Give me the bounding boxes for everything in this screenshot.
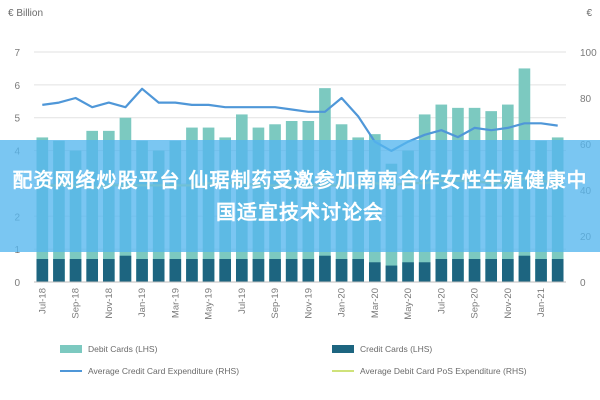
credit-card-bar xyxy=(119,255,132,282)
credit-card-bar xyxy=(235,259,248,282)
credit-card-bar xyxy=(53,259,65,282)
promo-overlay-banner: 配资网络炒股平台 仙琚制药受邀参加南南合作女性生殖健康中国适宜技术讨论会 xyxy=(0,140,600,252)
legend-item-debit-expenditure: Average Debit Card PoS Expenditure (RHS) xyxy=(332,366,527,376)
x-tick-label: Jan-20 xyxy=(337,288,348,317)
legend-label-debit-cards: Debit Cards (LHS) xyxy=(88,344,158,354)
credit-card-bar xyxy=(452,259,464,282)
x-tick-label: May-19 xyxy=(204,288,215,320)
credit-card-bar xyxy=(518,255,531,282)
credit-card-bar xyxy=(535,259,547,282)
legend-swatch-credit-cards xyxy=(332,345,354,353)
credit-card-bar xyxy=(285,259,298,282)
legend-label-credit-expenditure: Average Credit Card Expenditure (RHS) xyxy=(88,366,240,376)
right-axis-unit-label: € xyxy=(586,8,592,19)
x-tick-label: Jan-19 xyxy=(137,288,148,317)
x-tick-label: Mar-20 xyxy=(370,288,381,318)
legend-label-credit-cards: Credit Cards (LHS) xyxy=(360,344,433,354)
credit-card-bar xyxy=(86,259,99,282)
x-tick-label: May-20 xyxy=(403,288,414,320)
credit-card-bar xyxy=(385,265,398,282)
left-tick-label: 5 xyxy=(14,114,20,125)
x-tick-label: Mar-19 xyxy=(170,288,181,318)
credit-card-bar xyxy=(368,262,381,282)
credit-card-bar xyxy=(501,259,514,282)
credit-card-bar xyxy=(169,259,182,282)
legend-item-credit-expenditure: Average Credit Card Expenditure (RHS) xyxy=(60,366,239,376)
left-tick-label: 7 xyxy=(14,48,20,59)
x-tick-label: Jan-21 xyxy=(536,288,547,317)
right-tick-label: 100 xyxy=(580,48,597,59)
credit-card-bar xyxy=(468,259,481,282)
left-tick-label: 0 xyxy=(14,278,20,289)
legend-swatch-credit-expenditure xyxy=(60,370,82,372)
credit-card-bar xyxy=(186,259,198,282)
credit-card-bar xyxy=(269,259,281,282)
credit-card-bar xyxy=(36,259,49,282)
legend-item-credit-cards: Credit Cards (LHS) xyxy=(332,344,432,354)
credit-card-bar xyxy=(485,259,498,282)
x-tick-label: Sep-19 xyxy=(270,288,281,319)
x-tick-label: Sep-18 xyxy=(71,288,82,319)
credit-card-bar xyxy=(418,262,431,282)
left-axis-unit-label: € Billion xyxy=(8,8,44,19)
x-tick-label: Sep-20 xyxy=(470,288,481,319)
credit-card-bar xyxy=(219,259,232,282)
credit-card-bar xyxy=(319,255,331,282)
credit-card-bar xyxy=(402,262,414,282)
axes: 01234567020406080100Jul-18Sep-18Nov-18Ja… xyxy=(14,48,597,320)
overlay-headline: 配资网络炒股平台 仙琚制药受邀参加南南合作女性生殖健康中国适宜技术讨论会 xyxy=(12,168,588,224)
credit-card-bar xyxy=(435,259,448,282)
credit-card-bar xyxy=(302,259,315,282)
credit-card-bar xyxy=(136,259,148,282)
legend-swatch-debit-expenditure xyxy=(332,370,354,372)
x-tick-label: Nov-20 xyxy=(503,288,514,319)
credit-card-bar xyxy=(102,259,115,282)
legend-label-debit-expenditure: Average Debit Card PoS Expenditure (RHS) xyxy=(360,366,527,376)
credit-card-bar xyxy=(152,259,165,282)
credit-card-bar xyxy=(551,259,564,282)
legend-swatch-debit-cards xyxy=(60,345,82,353)
credit-card-bar xyxy=(69,259,82,282)
right-tick-label: 80 xyxy=(580,94,592,105)
left-tick-label: 6 xyxy=(14,81,20,92)
legend-item-debit-cards: Debit Cards (LHS) xyxy=(60,344,157,354)
credit-card-bar xyxy=(352,259,365,282)
chart-legend: Debit Cards (LHS) Credit Cards (LHS) Ave… xyxy=(60,340,590,396)
credit-expenditure-line xyxy=(42,87,558,152)
credit-card-bar xyxy=(335,259,348,282)
credit-card-bar xyxy=(252,259,265,282)
x-tick-label: Jul-19 xyxy=(237,288,248,314)
right-tick-label: 0 xyxy=(580,278,586,289)
credit-card-bar xyxy=(202,259,215,282)
x-tick-label: Jul-18 xyxy=(37,288,48,314)
x-tick-label: Nov-19 xyxy=(303,288,314,319)
x-tick-label: Nov-18 xyxy=(104,288,115,319)
x-tick-label: Jul-20 xyxy=(436,288,447,314)
